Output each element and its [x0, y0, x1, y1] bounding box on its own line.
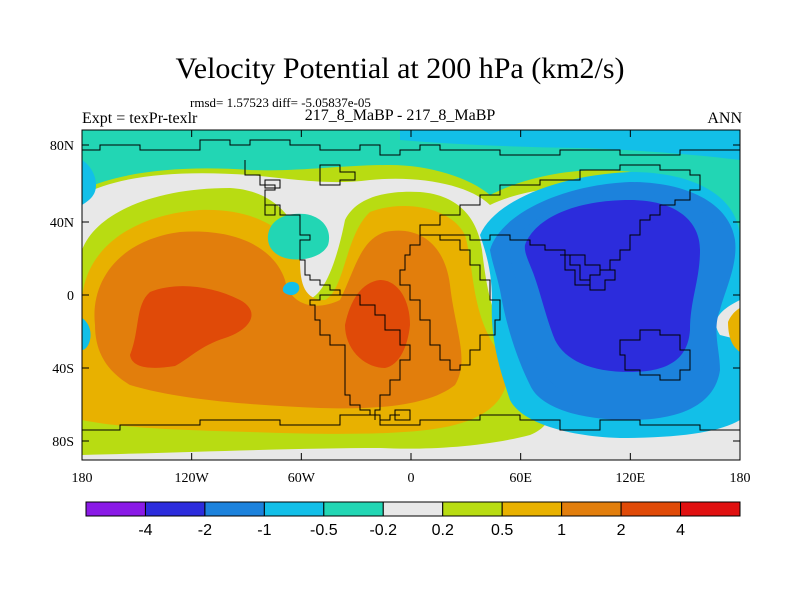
colorbar-swatch: [263, 501, 325, 517]
lon-tick-label: 180: [730, 471, 751, 486]
colorbar: -4 -2 -1 -0.5 -0.2 0.2 0.5 1 2 4: [85, 501, 741, 539]
contour-pos-east-edge: [728, 308, 740, 352]
lon-tick-label: 0: [408, 471, 415, 486]
coastline-island: [264, 204, 276, 216]
lat-tick-label: 80N: [50, 139, 74, 154]
colorbar-level-label: -0.5: [310, 522, 338, 539]
season-label: ANN: [707, 110, 742, 127]
coastline-india-sea: [560, 254, 616, 291]
colorbar-swatch: [204, 501, 265, 517]
coastline-greenland-arctic: [82, 139, 740, 156]
stats-label: rmsd= 1.57523 diff= -5.05837e-05: [190, 95, 371, 110]
colorbar-level-label: 0.2: [432, 522, 454, 539]
contour-field: [82, 130, 740, 460]
colorbar-level-label: -1: [257, 522, 271, 539]
contour-very-pos-west: [130, 286, 252, 368]
contour-very-neg-east: [524, 200, 700, 372]
coastline-antarctica-peninsula: [394, 409, 411, 421]
contour-mid-neg-dot: [282, 281, 300, 296]
lat-tick-label: 40N: [50, 216, 74, 231]
lat-tick-label: 40S: [52, 362, 74, 377]
colorbar-swatch: [323, 501, 384, 517]
coastline-islands-arctic: [319, 164, 356, 186]
lat-tick-label: 0: [67, 289, 74, 304]
coastline-australia: [619, 329, 691, 381]
latitude-axis: 80N 40N 0 40S 80S: [50, 139, 740, 450]
colorbar-level-label: 4: [676, 522, 685, 539]
colorbar-swatch: [620, 501, 682, 517]
colorbar-swatch: [561, 501, 622, 517]
coastline-south-america: [340, 294, 411, 420]
contour-mid-neg-west-edge-south: [82, 318, 91, 350]
colorbar-swatch: [680, 501, 741, 517]
colorbar-level-label: 0.5: [491, 522, 513, 539]
contour-weak-neg-north: [82, 130, 740, 235]
lon-tick-label: 60E: [509, 471, 532, 486]
coastlines: [82, 139, 740, 431]
coastline-eurasia: [419, 164, 701, 286]
coastline-hudson: [264, 179, 281, 189]
colorbar-swatch: [85, 501, 146, 517]
colorbar-level-label: -4: [138, 522, 152, 539]
lon-tick-label: 180: [72, 471, 93, 486]
coastline-africa: [399, 234, 501, 371]
colorbar-swatch: [382, 501, 444, 517]
contour-mid-neg-west-edge: [82, 160, 96, 205]
colorbar-swatch: [144, 501, 206, 517]
lon-tick-label: 120W: [175, 471, 210, 486]
colorbar-swatch: [442, 501, 503, 517]
lon-tick-label: 120E: [616, 471, 646, 486]
case-label: 217_8_MaBP - 217_8_MaBP: [304, 107, 496, 124]
colorbar-level-label: 1: [557, 522, 566, 539]
lat-tick-label: 80S: [52, 435, 74, 450]
contour-mid-neg-north: [400, 130, 740, 160]
contour-very-pos-central: [345, 280, 410, 368]
coastline-antarctica: [82, 414, 740, 431]
experiment-label: Expt = texPr-texlr: [82, 110, 198, 127]
colorbar-swatch: [501, 501, 563, 517]
colorbar-level-label: -0.2: [369, 522, 397, 539]
colorbar-level-label: 2: [617, 522, 626, 539]
coastline-north-america: [244, 160, 400, 421]
lon-tick-label: 60W: [288, 471, 316, 486]
contour-weak-neg-eddy: [267, 213, 330, 260]
longitude-axis: 180 120W 60W 0 60E 120E 180: [72, 130, 751, 486]
plot-title: Velocity Potential at 200 hPa (km2/s): [175, 52, 625, 85]
colorbar-level-label: -2: [198, 522, 212, 539]
